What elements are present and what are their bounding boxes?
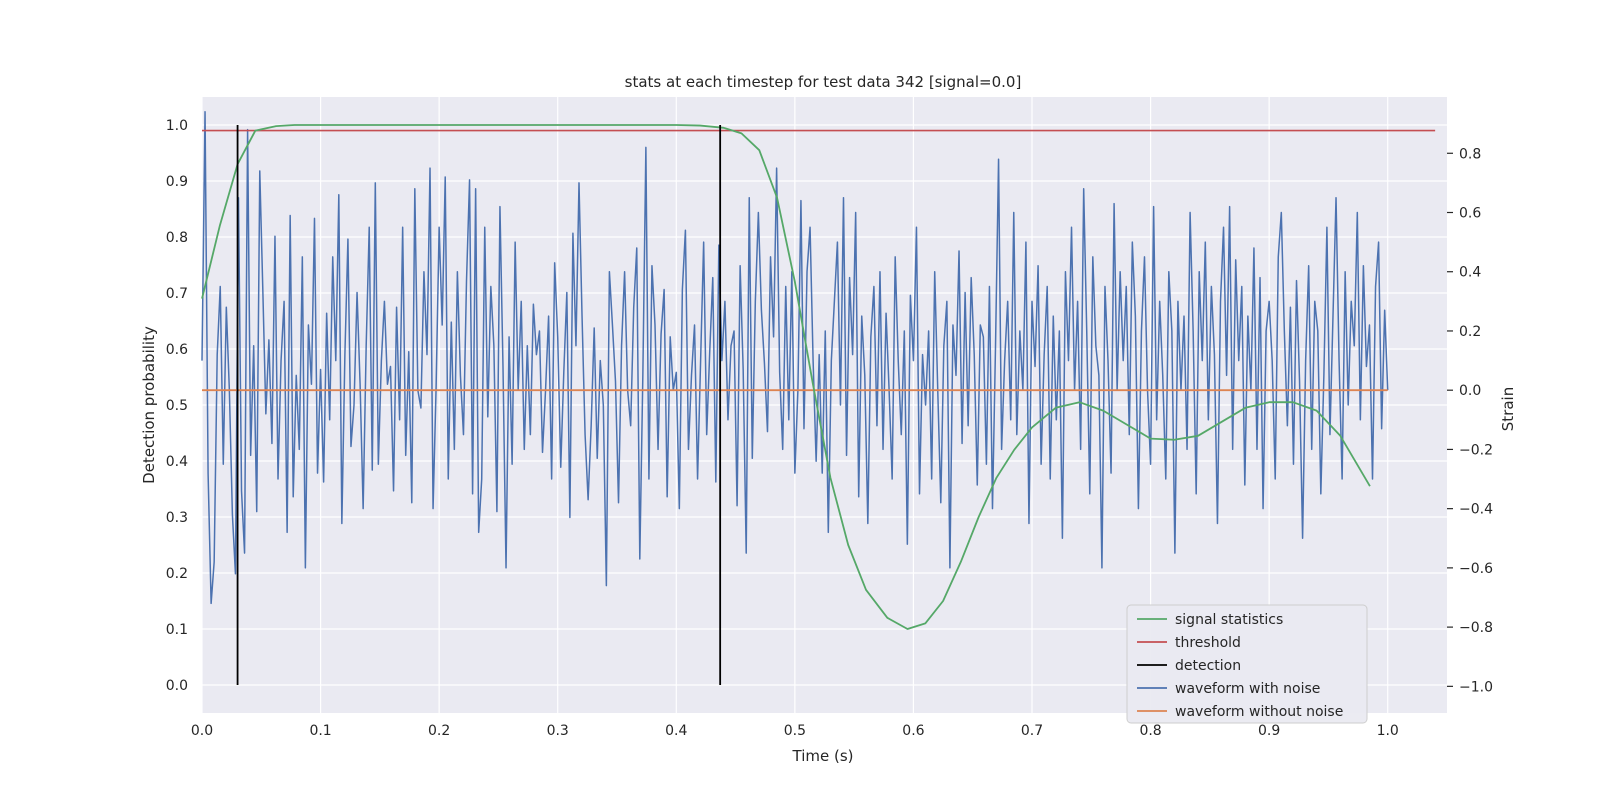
grid [201, 97, 1447, 713]
y2-tick-label: 0.2 [1459, 324, 1481, 340]
y-tick-label: 0.3 [166, 510, 188, 526]
x-tick-label: 0.4 [665, 723, 687, 739]
y2-tick-label: −0.2 [1459, 442, 1493, 458]
x-tick-label: 1.0 [1377, 723, 1399, 739]
x-tick-label: 0.7 [1021, 723, 1043, 739]
x-tick-label: 0.8 [1139, 723, 1161, 739]
legend-entry: waveform without noise [1175, 704, 1343, 720]
y2-tick-label: −0.6 [1459, 561, 1493, 577]
x-axis: 0.0 0.1 0.2 0.3 0.4 0.5 0.6 0.7 0.8 0.9 1.0 [191, 723, 1399, 739]
y2-tick-label: −1.0 [1459, 679, 1493, 695]
legend-entry: threshold [1175, 635, 1241, 651]
y-tick-label: 0.9 [166, 174, 188, 190]
x-tick-label: 0.6 [902, 723, 924, 739]
y-axis-label: Detection probability [140, 326, 158, 484]
x-tick-label: 0.5 [784, 723, 806, 739]
legend-box [1126, 604, 1368, 724]
x-tick-label: 0.9 [1258, 723, 1280, 739]
y2-tick-label: 0.6 [1459, 206, 1481, 222]
legend-entry: detection [1175, 658, 1241, 674]
y2-tick-label: −0.4 [1459, 502, 1493, 518]
legend: signal statistics threshold detection wavef… [1126, 604, 1368, 724]
series-waveform-with-noise [201, 111, 1389, 605]
y-tick-label: 0.2 [166, 566, 188, 582]
series-signal-statistics [201, 124, 1371, 630]
legend-entry: signal statistics [1175, 612, 1283, 628]
x-tick-label: 0.3 [547, 723, 569, 739]
legend-entry: waveform with noise [1175, 681, 1320, 697]
y2-tick-label: 0.8 [1459, 146, 1481, 162]
y-tick-label: 0.8 [166, 230, 188, 246]
x-tick-label: 0.2 [428, 723, 450, 739]
x-tick-label: 0.0 [191, 723, 213, 739]
chart-title: stats at each timestep for test data 342… [625, 73, 1022, 91]
series-layer [201, 111, 1436, 685]
x-tick-label: 0.1 [309, 723, 331, 739]
y2-tick-label: −0.8 [1459, 620, 1493, 636]
y-tick-label: 0.4 [166, 454, 188, 470]
y-tick-label: 0.1 [166, 622, 188, 638]
y-tick-label: 0.5 [166, 398, 188, 414]
y-tick-label: 0.0 [166, 678, 188, 694]
y-axis-right: −1.0 −0.8 −0.6 −0.4 −0.2 0.0 0.2 0.4 0.6 0.8 [1447, 146, 1493, 695]
y2-tick-label: 0.4 [1459, 265, 1481, 281]
y-axis-left: 0.0 0.1 0.2 0.3 0.4 0.5 0.6 0.7 0.8 0.9 1.0 [166, 118, 188, 694]
y-tick-label: 1.0 [166, 118, 188, 134]
y2-axis-label: Strain [1499, 387, 1517, 431]
x-axis-label: Time (s) [792, 747, 854, 765]
y-tick-label: 0.7 [166, 286, 188, 302]
y2-tick-label: 0.0 [1459, 383, 1481, 399]
y-tick-label: 0.6 [166, 342, 188, 358]
